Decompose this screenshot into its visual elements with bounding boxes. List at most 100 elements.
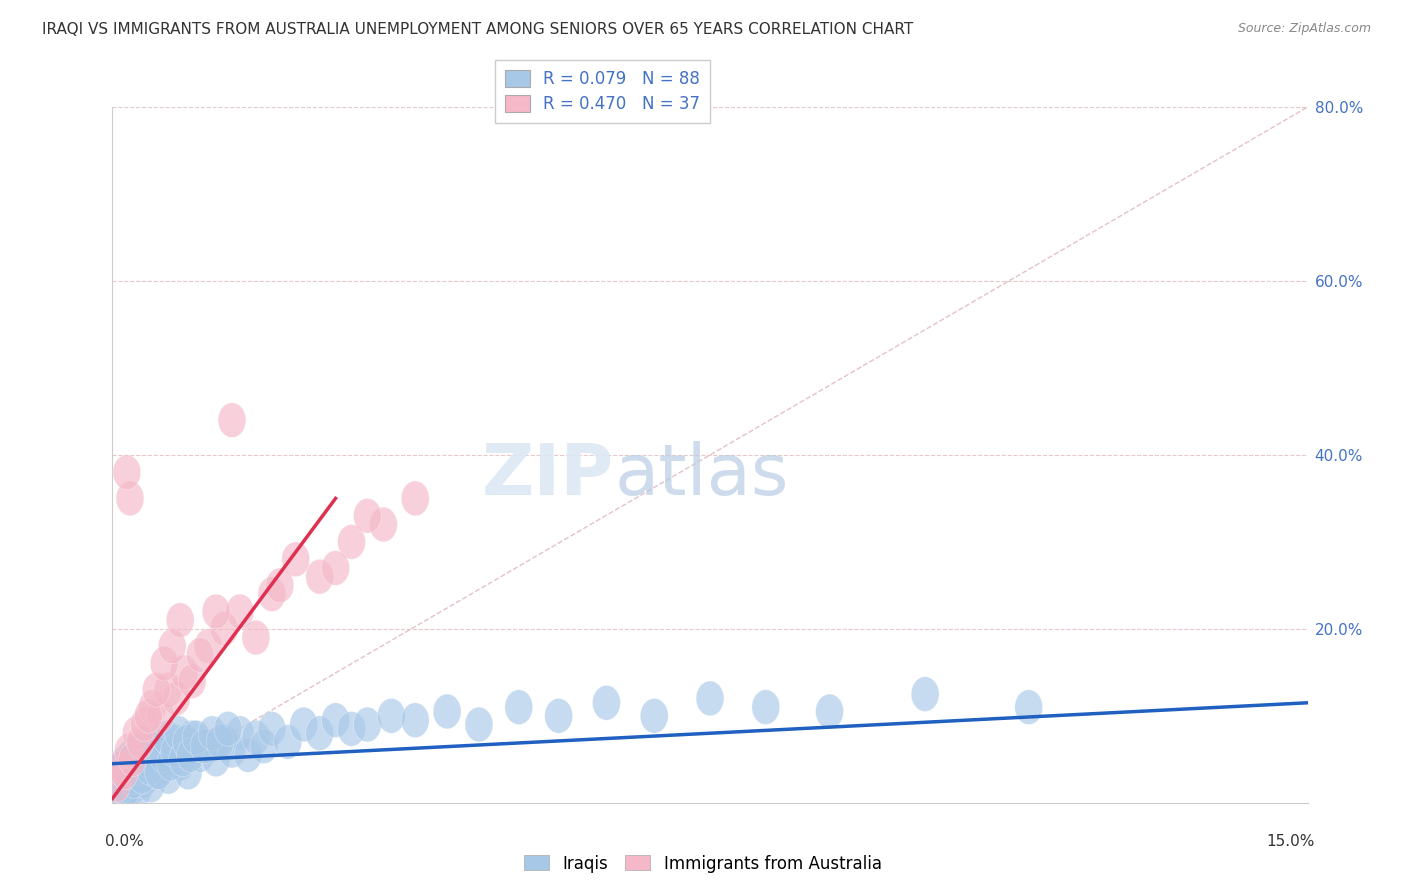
Ellipse shape bbox=[105, 768, 132, 803]
Ellipse shape bbox=[353, 499, 381, 533]
Ellipse shape bbox=[125, 733, 153, 768]
Ellipse shape bbox=[202, 594, 231, 629]
Ellipse shape bbox=[377, 698, 405, 733]
Ellipse shape bbox=[592, 685, 620, 720]
Ellipse shape bbox=[305, 559, 333, 594]
Ellipse shape bbox=[226, 594, 254, 629]
Ellipse shape bbox=[207, 724, 233, 759]
Ellipse shape bbox=[290, 707, 318, 742]
Ellipse shape bbox=[274, 724, 302, 759]
Ellipse shape bbox=[150, 729, 179, 764]
Ellipse shape bbox=[183, 720, 209, 755]
Ellipse shape bbox=[242, 620, 270, 655]
Ellipse shape bbox=[174, 755, 202, 789]
Ellipse shape bbox=[105, 759, 134, 794]
Ellipse shape bbox=[815, 694, 844, 729]
Ellipse shape bbox=[505, 690, 533, 724]
Ellipse shape bbox=[112, 764, 141, 798]
Ellipse shape bbox=[108, 777, 136, 812]
Ellipse shape bbox=[132, 759, 160, 794]
Ellipse shape bbox=[544, 698, 572, 733]
Ellipse shape bbox=[149, 738, 177, 772]
Ellipse shape bbox=[112, 772, 141, 807]
Ellipse shape bbox=[107, 768, 135, 803]
Ellipse shape bbox=[145, 755, 173, 789]
Ellipse shape bbox=[218, 733, 246, 768]
Ellipse shape bbox=[142, 673, 170, 707]
Ellipse shape bbox=[122, 715, 150, 751]
Ellipse shape bbox=[911, 677, 939, 712]
Ellipse shape bbox=[337, 712, 366, 747]
Ellipse shape bbox=[186, 738, 214, 772]
Ellipse shape bbox=[134, 724, 162, 759]
Ellipse shape bbox=[198, 715, 226, 751]
Ellipse shape bbox=[305, 715, 333, 751]
Ellipse shape bbox=[233, 738, 262, 772]
Ellipse shape bbox=[159, 629, 186, 664]
Ellipse shape bbox=[322, 550, 350, 585]
Ellipse shape bbox=[150, 646, 179, 681]
Ellipse shape bbox=[127, 724, 155, 759]
Text: atlas: atlas bbox=[614, 442, 789, 510]
Ellipse shape bbox=[401, 481, 429, 516]
Ellipse shape bbox=[242, 720, 270, 755]
Ellipse shape bbox=[159, 742, 186, 777]
Ellipse shape bbox=[696, 681, 724, 715]
Text: 0.0%: 0.0% bbox=[105, 834, 145, 849]
Ellipse shape bbox=[112, 455, 141, 490]
Ellipse shape bbox=[155, 673, 183, 707]
Ellipse shape bbox=[107, 751, 135, 786]
Ellipse shape bbox=[370, 507, 398, 541]
Ellipse shape bbox=[266, 568, 294, 603]
Ellipse shape bbox=[194, 629, 222, 664]
Ellipse shape bbox=[114, 772, 142, 807]
Ellipse shape bbox=[146, 698, 174, 733]
Ellipse shape bbox=[186, 638, 214, 673]
Ellipse shape bbox=[111, 755, 138, 789]
Ellipse shape bbox=[155, 759, 183, 794]
Ellipse shape bbox=[177, 738, 204, 772]
Ellipse shape bbox=[322, 703, 350, 738]
Ellipse shape bbox=[138, 690, 166, 724]
Ellipse shape bbox=[153, 720, 180, 755]
Ellipse shape bbox=[465, 707, 494, 742]
Ellipse shape bbox=[218, 402, 246, 437]
Ellipse shape bbox=[110, 747, 138, 781]
Ellipse shape bbox=[111, 751, 138, 786]
Ellipse shape bbox=[135, 698, 162, 733]
Ellipse shape bbox=[433, 694, 461, 729]
Ellipse shape bbox=[103, 768, 131, 803]
Ellipse shape bbox=[179, 664, 207, 698]
Ellipse shape bbox=[1015, 690, 1043, 724]
Ellipse shape bbox=[214, 712, 242, 747]
Ellipse shape bbox=[103, 777, 131, 812]
Ellipse shape bbox=[250, 729, 278, 764]
Ellipse shape bbox=[162, 724, 190, 759]
Ellipse shape bbox=[141, 729, 167, 764]
Ellipse shape bbox=[337, 524, 366, 559]
Ellipse shape bbox=[170, 655, 198, 690]
Ellipse shape bbox=[166, 747, 194, 781]
Ellipse shape bbox=[257, 577, 285, 612]
Ellipse shape bbox=[129, 764, 156, 798]
Ellipse shape bbox=[640, 698, 668, 733]
Ellipse shape bbox=[103, 772, 131, 807]
Ellipse shape bbox=[117, 759, 143, 794]
Ellipse shape bbox=[179, 720, 207, 755]
Ellipse shape bbox=[115, 755, 143, 789]
Ellipse shape bbox=[226, 715, 254, 751]
Text: 15.0%: 15.0% bbox=[1267, 834, 1315, 849]
Ellipse shape bbox=[257, 712, 285, 747]
Ellipse shape bbox=[128, 759, 156, 794]
Ellipse shape bbox=[162, 681, 190, 715]
Text: IRAQI VS IMMIGRANTS FROM AUSTRALIA UNEMPLOYMENT AMONG SENIORS OVER 65 YEARS CORR: IRAQI VS IMMIGRANTS FROM AUSTRALIA UNEMP… bbox=[42, 22, 914, 37]
Ellipse shape bbox=[136, 768, 165, 803]
Text: Source: ZipAtlas.com: Source: ZipAtlas.com bbox=[1237, 22, 1371, 36]
Ellipse shape bbox=[281, 541, 309, 577]
Ellipse shape bbox=[209, 724, 238, 759]
Ellipse shape bbox=[136, 751, 165, 786]
Ellipse shape bbox=[127, 747, 155, 781]
Text: ZIP: ZIP bbox=[482, 442, 614, 510]
Ellipse shape bbox=[118, 742, 146, 777]
Ellipse shape bbox=[142, 755, 170, 789]
